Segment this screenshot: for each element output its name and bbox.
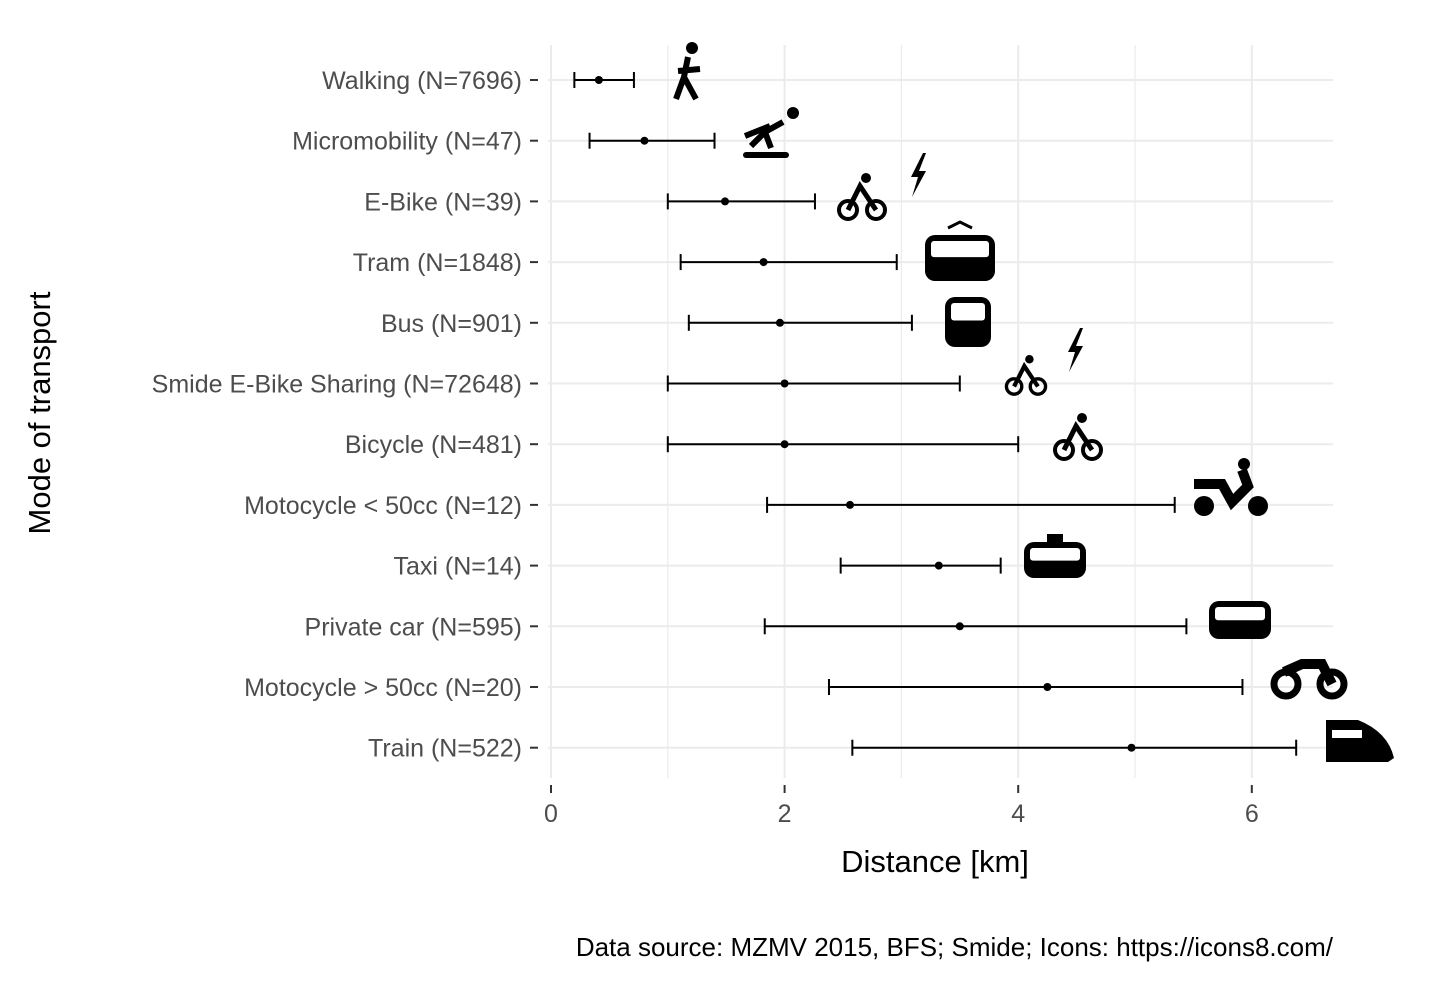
x-tick-label: 4	[1011, 800, 1025, 828]
wheel	[865, 199, 887, 221]
data-point	[1043, 683, 1052, 691]
y-axis: Walking (N=7696) Micromobility (N=47) E-Bi…	[152, 67, 538, 763]
head	[1077, 413, 1087, 423]
wheel	[1053, 439, 1075, 461]
data-point	[721, 197, 730, 206]
y-tick-label: Bus (N=901)	[381, 310, 522, 338]
wheel	[1028, 377, 1048, 396]
body	[673, 56, 701, 101]
wheel	[837, 199, 859, 221]
error-bar	[827, 679, 1244, 695]
data-point	[759, 258, 768, 267]
taxi-icon	[1024, 534, 1086, 578]
tram-icon	[925, 220, 995, 281]
ebike-icon	[1004, 328, 1083, 396]
x-tick-label: 6	[1245, 800, 1259, 828]
body	[743, 119, 785, 150]
bus-icon	[945, 297, 991, 347]
x-axis-title: Distance [km]	[841, 844, 1029, 879]
y-tick-label: Micromobility (N=47)	[292, 128, 522, 156]
car-icon	[1209, 601, 1271, 639]
y-tick-label: E-Bike (N=39)	[364, 188, 522, 216]
error-bar	[766, 496, 1176, 513]
walking-icon	[673, 42, 701, 101]
head	[787, 107, 799, 119]
error-bar	[839, 557, 1002, 574]
data-point	[594, 76, 603, 84]
frame	[845, 181, 879, 212]
x-tick-label: 0	[544, 800, 558, 828]
error-bar	[679, 254, 898, 271]
bicycle-icon	[1053, 413, 1103, 461]
data-point	[640, 136, 649, 145]
data-point	[846, 500, 855, 509]
y-tick-label: Smide E-Bike Sharing (N=72648)	[152, 371, 522, 399]
head	[1238, 458, 1250, 470]
y-tick-label: Motocycle < 50cc (N=12)	[244, 492, 522, 520]
error-bar	[588, 132, 716, 149]
data-point	[934, 561, 943, 570]
wheel	[1194, 496, 1214, 516]
head	[1025, 355, 1034, 364]
wheel	[1248, 496, 1268, 516]
pantograph	[947, 220, 973, 230]
error-bar	[573, 72, 635, 88]
icons	[673, 42, 1394, 762]
data-point	[955, 622, 964, 631]
train-icon	[1326, 720, 1394, 762]
data-point	[780, 440, 789, 449]
error-bar	[763, 618, 1188, 635]
body	[1281, 659, 1337, 687]
caption: Data source: MZMV 2015, BFS; Smide; Icon…	[576, 932, 1334, 962]
window	[1215, 607, 1265, 621]
error-bar	[666, 193, 816, 210]
window	[1332, 730, 1362, 738]
board	[743, 152, 789, 158]
window	[951, 303, 985, 321]
data-point	[780, 379, 789, 388]
body	[1326, 720, 1394, 762]
y-tick-label: Walking (N=7696)	[322, 67, 522, 95]
error-bar	[666, 436, 1020, 453]
skateboard-icon	[743, 107, 799, 158]
error-bar	[687, 314, 913, 331]
x-axis: 0 2 4 6	[544, 785, 1259, 828]
ebike-icon	[837, 153, 926, 221]
x-tick-label: 2	[778, 800, 792, 828]
scooter-icon	[1194, 458, 1268, 516]
series	[573, 72, 1298, 756]
frame	[1012, 361, 1040, 388]
grid	[548, 45, 1333, 778]
window	[1030, 548, 1080, 561]
data-point	[1127, 743, 1136, 752]
y-tick-label: Motocycle > 50cc (N=20)	[244, 674, 522, 702]
data-point	[775, 318, 784, 327]
motorcycle-icon	[1270, 659, 1348, 700]
y-tick-label: Train (N=522)	[368, 735, 522, 763]
wheel	[1316, 668, 1348, 700]
window	[931, 241, 989, 258]
body	[1194, 468, 1254, 511]
y-tick-label: Taxi (N=14)	[393, 553, 522, 581]
frame	[1061, 421, 1095, 452]
head	[686, 42, 698, 54]
error-bar	[851, 739, 1298, 756]
lightning-icon	[1068, 328, 1083, 372]
y-tick-label: Private car (N=595)	[305, 613, 522, 641]
lightning-icon	[911, 153, 926, 197]
error-bar	[666, 375, 961, 392]
y-tick-label: Bicycle (N=481)	[345, 431, 522, 459]
head	[861, 173, 871, 183]
wheel	[1004, 377, 1024, 396]
wheel	[1081, 439, 1103, 461]
taxi-sign	[1047, 534, 1063, 542]
y-axis-title: Mode of transport	[22, 291, 57, 534]
y-tick-label: Tram (N=1848)	[353, 249, 522, 277]
